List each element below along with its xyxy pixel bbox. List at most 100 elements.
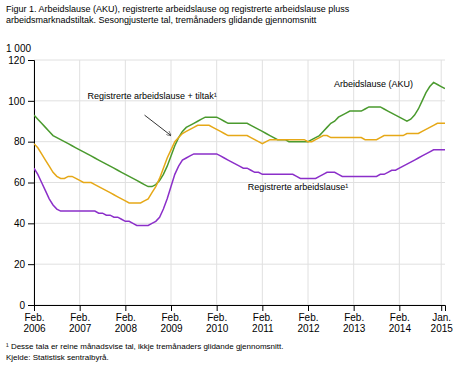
- y-tick: 80: [14, 136, 34, 147]
- x-tick: Feb.2014: [389, 305, 412, 334]
- y-tick-mark: [28, 264, 34, 265]
- x-tick-label-line: Feb.: [70, 312, 90, 323]
- grid-line-y: [34, 60, 445, 61]
- x-tick-label: Feb.2007: [69, 312, 92, 334]
- y-tick: 60: [14, 177, 34, 188]
- x-tick: Feb.2007: [69, 305, 92, 334]
- footnote: ¹ Desse tala er reine månadsvise tal, ik…: [6, 342, 283, 351]
- title: Figur 1. Arbeidslause (AKU), registrerte…: [6, 4, 350, 25]
- series-group: [34, 82, 445, 225]
- x-tick-label-line: Feb.: [253, 312, 273, 323]
- x-tick-label-line: 2008: [115, 323, 138, 334]
- y-tick-mark: [28, 223, 34, 224]
- grid-line-y: [34, 182, 445, 183]
- x-tick-mark: [308, 305, 309, 311]
- x-axis-line: [35, 306, 446, 312]
- grid-line-x: [353, 60, 354, 305]
- chart: Figur 1. Arbeidslause (AKU), registrerte…: [0, 0, 461, 369]
- series-line: [34, 82, 445, 186]
- x-tick: Feb.2011: [252, 305, 274, 334]
- grid-line-x: [399, 60, 400, 305]
- x-tick: Jan.2015: [431, 305, 454, 334]
- x-tick-label-line: 2011: [252, 323, 274, 334]
- x-tick-label-line: Feb.: [390, 312, 410, 323]
- x-tick-label-line: Feb.: [116, 312, 136, 323]
- series-label: Registrerte arbeidslause¹: [248, 182, 349, 192]
- y-tick-mark: [28, 305, 34, 306]
- x-tick-label: Feb.2012: [297, 312, 320, 334]
- x-tick: Feb.2009: [160, 305, 183, 334]
- x-tick-mark: [217, 305, 218, 311]
- series-label: Arbeidslause (AKU): [334, 79, 413, 89]
- y-tick: 40: [14, 218, 34, 229]
- x-tick-label-line: 2012: [297, 323, 320, 334]
- x-tick-mark: [441, 305, 442, 311]
- grid-line-x: [441, 60, 442, 305]
- x-tick-label-line: Jan.: [432, 312, 451, 323]
- series-label: Registrerte arbeidslause + tiltak¹: [87, 91, 216, 101]
- y-tick-label: 60: [14, 177, 26, 188]
- x-tick-label: Feb.2014: [389, 312, 412, 334]
- x-tick: Feb.2012: [297, 305, 320, 334]
- y-tick-label: 20: [14, 259, 26, 270]
- x-tick-label: Feb.2011: [252, 312, 274, 334]
- x-tick-label: Feb.2013: [343, 312, 366, 334]
- title-line: arbeidsmarknadstiltak. Sesongjusterte ta…: [6, 15, 317, 25]
- y-axis: 0 20 40 60 80 100 120: [8, 55, 34, 311]
- x-tick-label-line: 2006: [23, 323, 46, 334]
- grid: [34, 60, 445, 305]
- x-tick-label: Feb.2006: [23, 312, 46, 334]
- y-axis-label: 1 000: [6, 43, 31, 54]
- x-tick-label: Feb.2010: [206, 312, 229, 334]
- y-tick-label: 120: [8, 55, 25, 66]
- plot-area: 020406080100120Feb.2006Feb.2007Feb.2008F…: [8, 55, 453, 334]
- y-tick-label: 40: [14, 218, 26, 229]
- y-tick-label: 0: [19, 300, 25, 311]
- x-tick-mark: [171, 305, 172, 311]
- series-labels: Arbeidslause (AKU) Registrerte arbeidslau…: [87, 79, 413, 192]
- x-axis: Feb.2006Feb.2007Feb.2008Feb.2009Feb.2010…: [23, 305, 453, 334]
- y-tick-label: 80: [14, 136, 26, 147]
- x-tick: Feb.2008: [115, 305, 138, 334]
- y-tick-mark: [28, 142, 34, 143]
- grid-line-x: [79, 60, 80, 305]
- x-tick-label-line: 2010: [206, 323, 229, 334]
- x-tick-label-line: 2014: [389, 323, 412, 334]
- x-tick: Feb.2013: [343, 305, 366, 334]
- y-tick-mark: [28, 183, 34, 184]
- footnote: Kjelde: Statistisk sentralbyrå.: [6, 353, 109, 362]
- y-axis-line: [28, 61, 35, 306]
- x-tick-label-line: Feb.: [298, 312, 318, 323]
- y-tick-mark: [28, 101, 34, 102]
- x-tick-label-line: 2007: [69, 323, 92, 334]
- x-tick-mark: [34, 305, 35, 311]
- x-tick-mark: [399, 305, 400, 311]
- y-tick-mark: [28, 60, 34, 61]
- x-tick-mark: [262, 305, 263, 311]
- grid-line-y: [34, 141, 445, 142]
- series-line: [34, 123, 445, 203]
- x-tick-mark: [80, 305, 81, 311]
- annotation-arrow: [145, 115, 171, 135]
- x-tick-label-line: Feb.: [161, 312, 181, 323]
- x-tick-label: Feb.2008: [115, 312, 138, 334]
- title-line: Figur 1. Arbeidslause (AKU), registrerte…: [6, 4, 350, 14]
- y-tick: 100: [8, 96, 34, 107]
- x-tick: Feb.2010: [206, 305, 229, 334]
- x-tick: Feb.2006: [23, 305, 46, 334]
- grid-line-y: [34, 264, 445, 265]
- y-tick: 0: [19, 300, 34, 311]
- x-tick-label: Jan.2015: [431, 312, 454, 334]
- y-tick: 120: [8, 55, 34, 66]
- x-tick-label-line: Feb.: [344, 312, 364, 323]
- x-tick-mark: [125, 305, 126, 311]
- series-line: [34, 150, 445, 226]
- x-tick-label-line: Feb.: [24, 312, 44, 323]
- x-tick-label-line: Feb.: [207, 312, 227, 323]
- grid-line-y: [34, 223, 445, 224]
- x-tick-label-line: 2015: [431, 323, 454, 334]
- x-tick-label: Feb.2009: [160, 312, 183, 334]
- x-tick-label-line: 2013: [343, 323, 366, 334]
- y-tick-label: 100: [8, 96, 25, 107]
- x-tick-mark: [354, 305, 355, 311]
